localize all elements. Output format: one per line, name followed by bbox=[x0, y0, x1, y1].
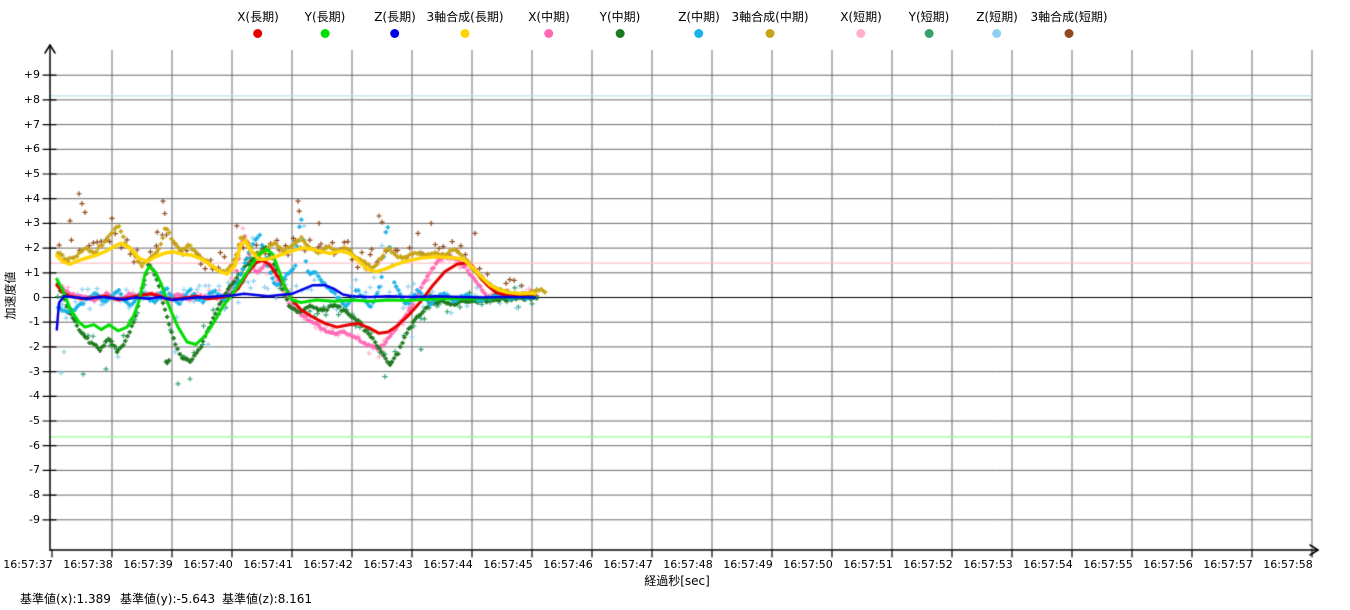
legend-label: 3軸合成(中期) bbox=[731, 10, 809, 24]
x-tick-label: 16:57:47 bbox=[603, 558, 653, 571]
x-tick-label: 16:57:45 bbox=[483, 558, 533, 571]
x-tick-label: 16:57:40 bbox=[183, 558, 233, 571]
legend-item-3: 3軸合成(長期) bbox=[427, 8, 504, 38]
legend-item-2: Z(長期) bbox=[374, 8, 416, 38]
legend-dot-icon bbox=[460, 29, 470, 38]
x-tick-label: 16:57:51 bbox=[843, 558, 893, 571]
legend-dot-icon bbox=[924, 29, 934, 38]
y-tick-label: +3 bbox=[23, 216, 40, 230]
baseline-value-x: 基準値(x):1.389 bbox=[20, 592, 111, 606]
y-tick-label: -1 bbox=[29, 315, 40, 329]
legend-item-10: Z(短期) bbox=[976, 8, 1018, 38]
legend-dot-icon bbox=[856, 29, 866, 38]
baseline-value-z: 基準値(z):8.161 bbox=[222, 592, 313, 606]
y-tick-label: +5 bbox=[23, 167, 40, 180]
y-tick-label: -9 bbox=[29, 512, 40, 526]
y-tick-label: +4 bbox=[23, 191, 40, 205]
legend-dot-icon bbox=[765, 29, 775, 38]
x-tick-label: 16:57:43 bbox=[363, 558, 413, 571]
x-tick-label: 16:57:42 bbox=[303, 558, 353, 571]
legend-label: 3軸合成(長期) bbox=[426, 10, 504, 24]
y-tick-label: +7 bbox=[23, 117, 40, 131]
legend-item-1: Y(長期) bbox=[304, 8, 346, 38]
legend-label: Z(長期) bbox=[374, 10, 416, 24]
legend-item-0: X(長期) bbox=[237, 8, 279, 38]
legend-item-9: Y(短期) bbox=[908, 8, 950, 38]
y-tick-label: -3 bbox=[29, 364, 40, 378]
y-tick-label: +1 bbox=[23, 265, 40, 279]
y-tick-label: +6 bbox=[23, 142, 40, 156]
legend-item-6: Z(中期) bbox=[678, 8, 720, 38]
y-tick-label: -2 bbox=[29, 339, 40, 353]
y-tick-label: -4 bbox=[29, 389, 40, 403]
y-tick-label: -7 bbox=[29, 463, 40, 477]
x-tick-label: 16:57:39 bbox=[123, 558, 173, 571]
x-tick-label: 16:57:56 bbox=[1143, 558, 1193, 571]
legend-item-8: X(短期) bbox=[840, 8, 882, 38]
y-tick-label: +8 bbox=[23, 92, 40, 106]
legend-label: 3軸合成(短期) bbox=[1030, 10, 1108, 24]
legend-label: X(中期) bbox=[528, 10, 570, 24]
legend-item-5: Y(中期) bbox=[599, 8, 641, 38]
x-tick-label: 16:57:55 bbox=[1083, 558, 1133, 571]
x-tick-label: 16:57:50 bbox=[783, 558, 833, 571]
y-axis-title: 加速度値 bbox=[3, 271, 18, 320]
x-tick-label: 16:57:44 bbox=[423, 558, 473, 571]
legend-label: Y(中期) bbox=[599, 10, 641, 24]
legend-item-11: 3軸合成(短期) bbox=[1031, 8, 1108, 38]
legend-label: X(短期) bbox=[840, 10, 882, 24]
x-axis-title: 経過秒[sec] bbox=[644, 574, 710, 588]
y-tick-label: +9 bbox=[23, 68, 40, 82]
y-tick-label: -8 bbox=[29, 488, 40, 502]
legend-dot-icon bbox=[694, 29, 704, 38]
legend-dot-icon bbox=[253, 29, 263, 38]
legend-dot-icon bbox=[320, 29, 330, 38]
x-tick-label: 16:57:48 bbox=[663, 558, 713, 571]
legend-dot-icon bbox=[544, 29, 554, 38]
legend-label: Z(短期) bbox=[976, 10, 1018, 24]
y-tick-label: -6 bbox=[29, 438, 40, 452]
x-tick-label: 16:57:41 bbox=[243, 558, 293, 571]
x-tick-label: 16:57:46 bbox=[543, 558, 593, 571]
x-tick-label: 16:57:37 bbox=[3, 558, 53, 571]
x-tick-label: 16:57:54 bbox=[1023, 558, 1073, 571]
legend-label: Y(長期) bbox=[304, 10, 346, 24]
legend-dot-icon bbox=[615, 29, 625, 38]
y-tick-label: +2 bbox=[23, 241, 40, 255]
legend-label: Z(中期) bbox=[678, 10, 720, 24]
baseline-value-y: 基準値(y):-5.643 bbox=[120, 592, 216, 606]
legend-dot-icon bbox=[1064, 29, 1074, 38]
legend-item-4: X(中期) bbox=[528, 8, 570, 38]
legend-dot-icon bbox=[992, 29, 1002, 38]
legend-dot-icon bbox=[390, 29, 400, 38]
x-tick-label: 16:57:49 bbox=[723, 558, 773, 571]
legend-label: Y(短期) bbox=[908, 10, 950, 24]
x-tick-label: 16:57:52 bbox=[903, 558, 953, 571]
y-tick-label: -5 bbox=[29, 414, 40, 427]
x-tick-label: 16:57:53 bbox=[963, 558, 1013, 571]
x-tick-label: 16:57:38 bbox=[63, 558, 113, 571]
legend-item-7: 3軸合成(中期) bbox=[732, 8, 809, 38]
x-tick-label: 16:57:58 bbox=[1263, 558, 1313, 571]
legend-label: X(長期) bbox=[237, 10, 279, 24]
y-tick-label: 0 bbox=[33, 290, 40, 304]
x-tick-label: 16:57:57 bbox=[1203, 558, 1253, 571]
